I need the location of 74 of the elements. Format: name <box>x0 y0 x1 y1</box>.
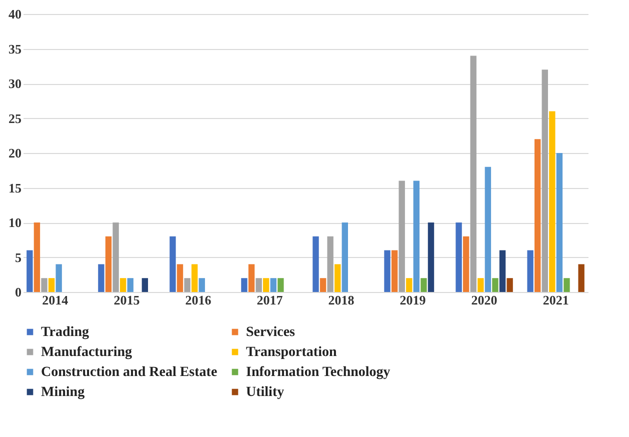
bar <box>26 250 33 292</box>
y-tick-label: 0 <box>15 284 22 300</box>
bar <box>312 236 319 292</box>
bar <box>492 278 498 292</box>
bar <box>564 278 570 292</box>
bar <box>120 278 126 292</box>
bar <box>534 139 541 292</box>
bar <box>398 180 405 292</box>
bar <box>342 222 348 292</box>
y-tick-label: 5 <box>15 250 22 265</box>
bar <box>278 278 284 292</box>
y-tick-label: 40 <box>8 6 22 22</box>
bar <box>270 278 276 292</box>
x-tick-label: 2016 <box>185 292 212 308</box>
bar <box>34 222 40 292</box>
bar <box>184 278 190 292</box>
bar <box>428 222 434 292</box>
legend-label: Trading <box>41 325 89 340</box>
bar <box>462 236 470 292</box>
bar <box>170 236 176 292</box>
bar <box>256 278 262 292</box>
bar <box>478 278 484 292</box>
x-tick-label: 2018 <box>328 292 355 308</box>
y-tick-label: 20 <box>8 146 22 160</box>
bar <box>98 264 104 292</box>
bar <box>499 250 506 292</box>
bar <box>549 111 556 292</box>
bar <box>112 222 119 292</box>
bar <box>484 166 492 292</box>
legend-label: Manufacturing <box>41 345 132 360</box>
bar <box>556 153 563 292</box>
bar <box>506 278 513 292</box>
legend-label: Utility <box>246 385 284 400</box>
bar <box>413 180 420 292</box>
y-tick-label: 35 <box>8 41 22 56</box>
bar <box>320 278 326 292</box>
bar <box>406 278 412 292</box>
bar <box>198 278 205 292</box>
bar <box>176 264 184 292</box>
x-tick-label: 2014 <box>42 292 69 308</box>
bar <box>456 222 462 292</box>
x-tick-label: 2019 <box>400 292 426 308</box>
y-tick-label: 10 <box>8 215 22 230</box>
legend-label: Construction and Real Estate <box>41 365 218 380</box>
bar <box>48 278 55 292</box>
legend-label: Information Technology <box>246 365 390 380</box>
bar <box>248 264 255 292</box>
bar <box>542 70 548 292</box>
legend-label: Mining <box>41 385 85 400</box>
bar <box>334 264 341 292</box>
bar <box>191 264 198 292</box>
y-tick-label: 15 <box>8 180 22 196</box>
bar <box>527 250 534 292</box>
bar <box>142 278 148 292</box>
bar <box>56 264 62 292</box>
bar <box>391 250 398 292</box>
bar <box>470 56 476 292</box>
bar <box>241 278 248 292</box>
legend-label: Transportation <box>246 345 337 360</box>
bar <box>384 250 390 292</box>
bar <box>578 264 584 292</box>
bar <box>327 236 334 292</box>
y-tick-label: 25 <box>8 110 22 126</box>
bar <box>41 278 48 292</box>
legend-label: Services <box>246 325 296 340</box>
x-tick-label: 2021 <box>542 292 569 308</box>
x-tick-label: 2015 <box>114 292 140 308</box>
bar <box>105 236 112 292</box>
x-tick-label: 2020 <box>471 292 498 308</box>
y-tick-label: 30 <box>8 76 22 91</box>
bar <box>263 278 270 292</box>
bar <box>127 278 134 292</box>
x-tick-label: 2017 <box>256 292 284 308</box>
bar <box>420 278 427 292</box>
